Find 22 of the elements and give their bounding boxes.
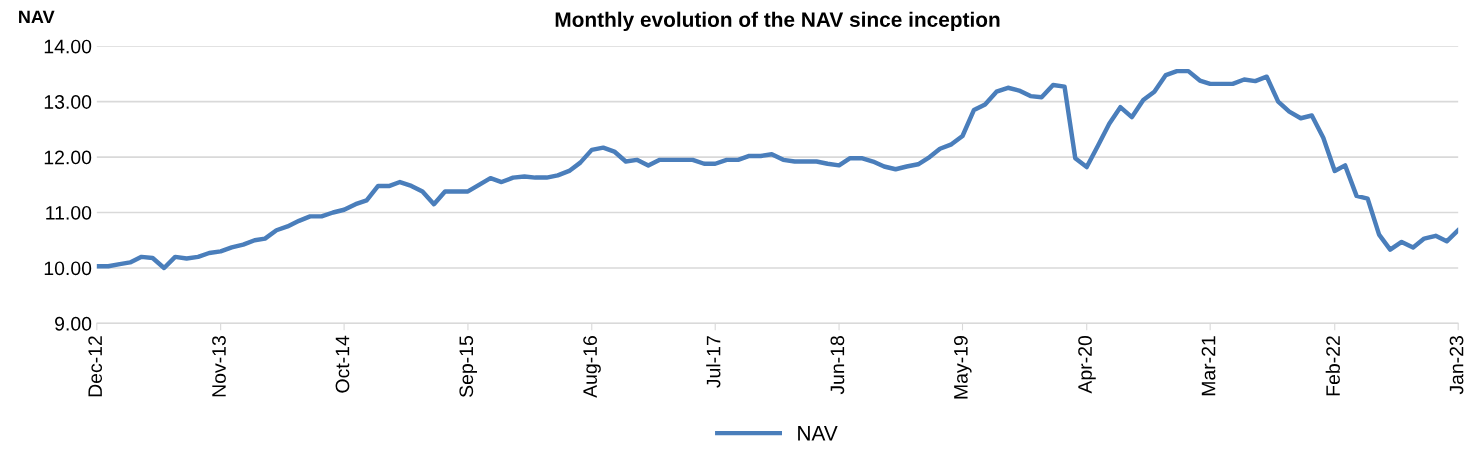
x-tick-label: May-19: [953, 336, 972, 399]
x-tick-label: Oct-14: [335, 335, 350, 393]
y-tick-label: 12.00: [44, 150, 92, 165]
x-tick-label: Mar-21: [1201, 336, 1216, 396]
x-tick-label: Sep-15: [459, 336, 477, 398]
x-tick-label: Nov-13: [212, 336, 226, 397]
x-tick-label: Jun-18: [830, 336, 845, 395]
x-tick-label: Jan-23: [1449, 336, 1464, 395]
y-axis-title: NAV: [19, 10, 55, 24]
y-tick-label: 14.00: [44, 39, 92, 54]
x-tick-label: Feb-22: [1325, 336, 1340, 396]
chart-title: Monthly evolution of the NAV since inception: [555, 11, 1000, 32]
legend-label: NAV: [798, 426, 838, 441]
y-tick-label: 9.00: [55, 316, 92, 331]
x-tick-label: Aug-16: [583, 336, 601, 398]
y-tick-label: 10.00: [44, 261, 92, 276]
line-series: [96, 68, 1459, 271]
x-tick-label: Dec-12: [88, 336, 103, 397]
x-tick-label: Apr-20: [1078, 335, 1096, 394]
y-tick-label: 13.00: [44, 95, 92, 109]
y-tick-label: 11.00: [46, 205, 92, 220]
x-tick-label: Jul-17: [706, 336, 721, 388]
